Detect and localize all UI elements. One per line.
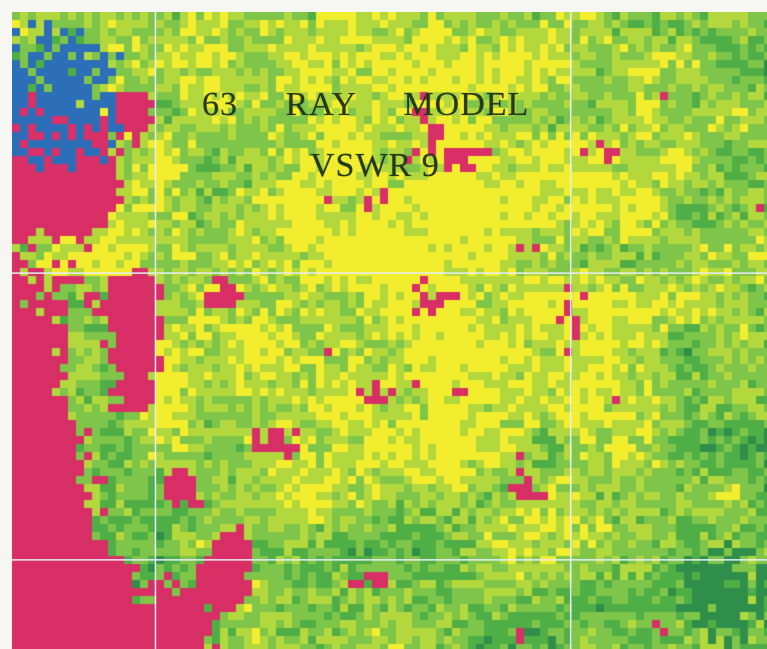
chart-title-line-1: 63 RAY MODEL <box>202 86 529 124</box>
chart-title-line-2: VSWR 9 <box>310 147 440 185</box>
heatmap-plot: 63 RAY MODEL VSWR 9 <box>12 12 767 649</box>
page-left-margin <box>0 0 12 649</box>
page-top-margin <box>0 0 767 12</box>
